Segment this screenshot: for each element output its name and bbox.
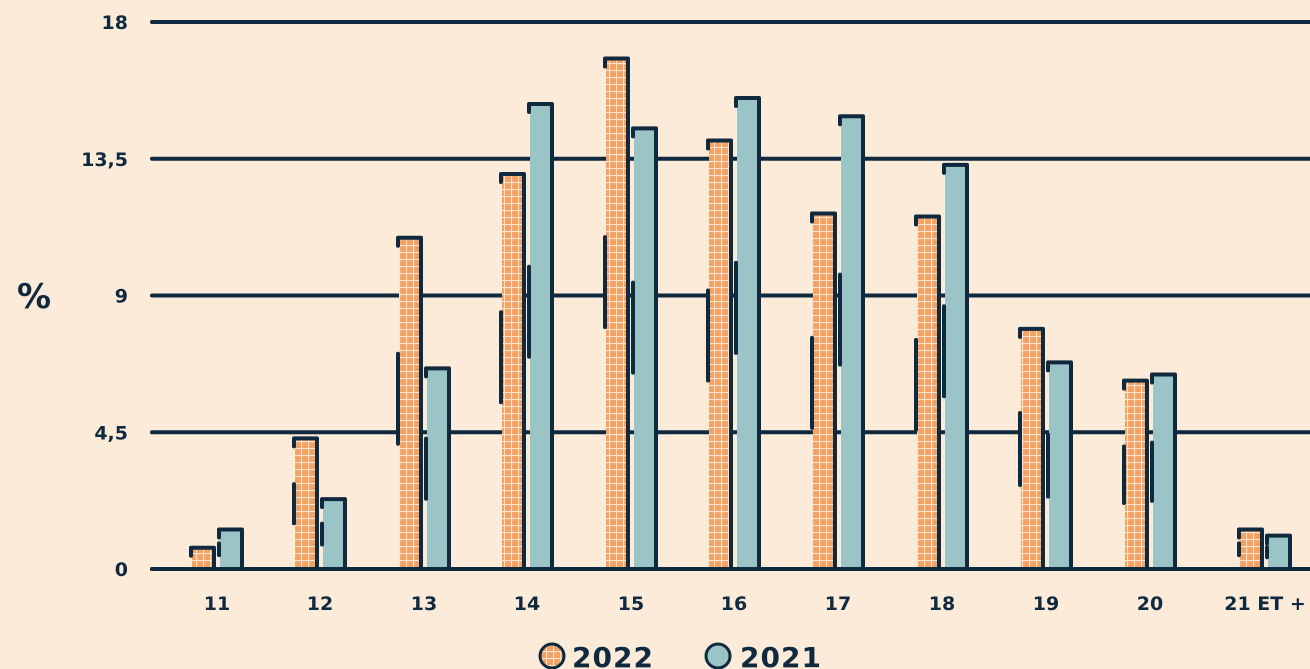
x-tick-label: 19 (1033, 593, 1059, 615)
bar-2022 (502, 173, 524, 569)
bar-2021-outline (320, 497, 347, 571)
x-tick-label: 18 (929, 593, 955, 615)
bar-2022-outline (292, 436, 319, 571)
legend-2021-marker (704, 642, 732, 669)
x-tick-label: 17 (825, 593, 851, 615)
bar-2022 (813, 213, 835, 569)
bar-2021 (841, 116, 863, 569)
y-tick-label: 9 (115, 286, 128, 308)
bar-2022-outline (1122, 378, 1149, 571)
bar-2021-outline (1265, 533, 1292, 571)
bar-2021-outline (838, 114, 865, 571)
x-tick-label: 13 (411, 593, 437, 615)
bar-2021 (427, 368, 449, 569)
bar-2022 (1021, 328, 1043, 569)
legend: 2022 2021 (538, 641, 822, 669)
bar-2022-outline (189, 545, 216, 571)
bar-2022 (709, 140, 731, 569)
bar-2021 (323, 499, 345, 569)
bar-2021 (1268, 535, 1290, 569)
x-tick-label: 20 (1137, 593, 1163, 615)
bars (189, 56, 1292, 571)
bar-2021-outline (217, 527, 244, 571)
bar-2021 (1153, 374, 1175, 569)
bar-2021-outline (1150, 372, 1177, 571)
bar-2022-outline (914, 214, 941, 571)
legend-2022-label: 2022 (572, 641, 654, 669)
bar-2021 (634, 128, 656, 569)
bar-2021-outline (424, 366, 451, 571)
y-tick-label: 13,5 (81, 149, 128, 171)
axes: 0 4,5 9 13,5 18 11 12 13 14 15 16 17 18 19 20 21 ET + (81, 12, 1310, 615)
bar-2021 (1049, 362, 1071, 569)
bar-2022 (192, 547, 214, 569)
bar-2022 (399, 237, 421, 569)
x-tick-label: 12 (307, 593, 333, 615)
y-tick-label: 18 (102, 12, 128, 34)
bar-2022 (917, 216, 939, 569)
bar-2022 (295, 438, 317, 569)
legend-2021-label: 2021 (740, 641, 822, 669)
bar-2021-outline (631, 126, 658, 571)
y-tick-label: 4,5 (94, 422, 128, 444)
bar-2022-outline (396, 235, 423, 571)
x-tick-label: 16 (721, 593, 747, 615)
bar-2022-outline (706, 138, 733, 571)
bar-2021 (945, 164, 967, 570)
x-tick-label: 14 (514, 593, 540, 615)
bar-2021-outline (734, 95, 761, 571)
y-tick-label: 0 (115, 559, 128, 581)
bar-2022 (606, 58, 628, 569)
bar-2021-outline (1046, 360, 1073, 571)
bar-2021-outline (942, 162, 969, 571)
bar-2021-outline (527, 102, 554, 571)
bar-2022-outline (499, 171, 526, 571)
bar-2021 (737, 97, 759, 569)
bar-2022-outline (810, 211, 837, 571)
bar-2022-outline (1018, 326, 1045, 571)
bar-2022 (1125, 380, 1147, 569)
bar-2022-outline (1237, 527, 1264, 571)
x-tick-label: 11 (204, 593, 230, 615)
x-tick-label: 21 ET + (1224, 593, 1306, 615)
bar-2022-outline (603, 56, 630, 571)
legend-2022-marker (538, 642, 566, 669)
bar-2021 (530, 104, 552, 570)
bar-2022 (1240, 529, 1262, 569)
y-axis-label: % (17, 277, 51, 317)
bar-2021 (220, 529, 242, 569)
x-tick-label: 15 (618, 593, 644, 615)
